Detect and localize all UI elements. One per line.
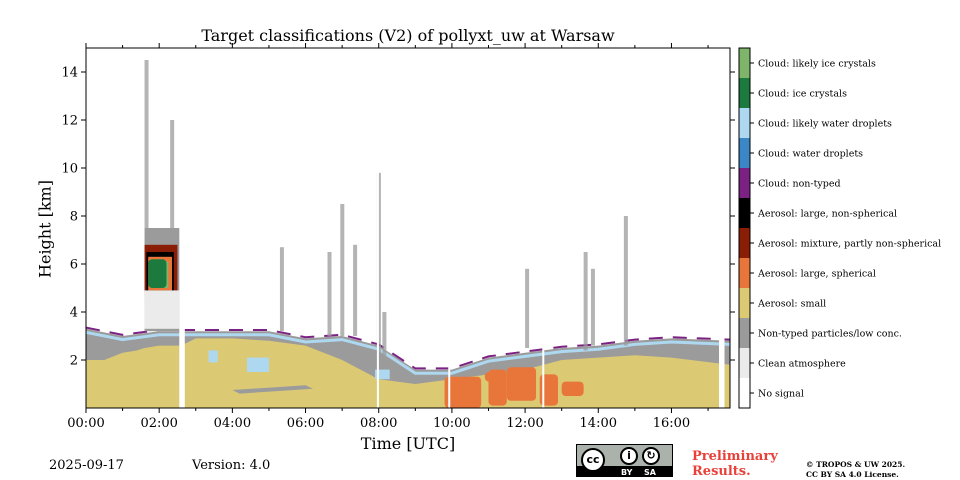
y-tick-label: 6: [70, 258, 78, 273]
preliminary-line-1: Preliminary: [692, 449, 778, 464]
legend-label: Cloud: likely water droplets: [758, 119, 892, 130]
no-signal-gap: [542, 48, 545, 408]
signal-streak: [170, 120, 175, 228]
copyright-notice: © TROPOS & UW 2025. CC BY SA 4.0 License…: [806, 460, 905, 480]
no-signal-gap: [376, 48, 379, 408]
x-tick-label: 16:00: [653, 416, 690, 431]
legend-label: Clean atmosphere: [758, 359, 846, 370]
copyright-line-1: © TROPOS & UW 2025.: [806, 460, 906, 469]
footer-date: 2025-09-17: [49, 458, 124, 473]
no-signal-gap: [719, 48, 725, 408]
legend: Cloud: likely ice crystals Cloud: ice cry…: [738, 47, 941, 409]
legend-label: Aerosol: small: [757, 299, 826, 310]
x-tick-label: 08:00: [360, 416, 397, 431]
boundary-layer-cloud-edge: [86, 330, 730, 375]
legend-frame: [738, 47, 751, 409]
signal-streak: [525, 268, 530, 348]
large-spherical-patch: [506, 367, 537, 401]
x-tick-label: 02:00: [140, 416, 177, 431]
grey-streak: [232, 385, 313, 394]
no-signal-gap: [179, 48, 185, 408]
plot-content: [86, 48, 730, 408]
legend-label: Aerosol: mixture, partly non-spherical: [757, 239, 941, 250]
signal-streak: [353, 244, 358, 336]
legend-swatch: [739, 138, 750, 168]
y-tick-label: 12: [61, 114, 78, 129]
low-cloud-patch: [208, 350, 218, 363]
legend-swatch: [739, 228, 750, 258]
legend-swatch: [739, 168, 750, 198]
preliminary-notice: Preliminary Results.: [692, 449, 778, 479]
legend-label: Cloud: ice crystals: [758, 89, 847, 100]
y-tick-label: 4: [70, 306, 78, 321]
ice-crystals-cloud: [148, 259, 167, 288]
plot-area: [86, 48, 730, 408]
copyright-line-2: CC BY SA 4.0 License.: [806, 470, 899, 479]
signal-streak: [279, 247, 284, 332]
large-spherical-patch: [561, 381, 584, 396]
legend-label: Non-typed particles/low conc.: [758, 329, 902, 340]
signal-streak: [340, 204, 345, 336]
legend-swatch: [739, 198, 750, 228]
footer-version: Version: 4.0: [192, 458, 271, 473]
x-tick-label: 06:00: [287, 416, 324, 431]
x-tick-label: 00:00: [67, 416, 104, 431]
x-tick-label: 04:00: [214, 416, 251, 431]
legend-swatch: [739, 318, 750, 348]
share-alike-icon: ↻: [642, 447, 660, 465]
chart-title: Target classifications (V2) of pollyxt_u…: [201, 26, 615, 45]
large-spherical-patch: [484, 372, 504, 382]
x-tick-label: 14:00: [580, 416, 617, 431]
boundary-layer-purple-cap: [86, 326, 730, 370]
legend-swatch: [739, 288, 750, 318]
elevated-clean: [144, 290, 180, 329]
legend-swatch: [739, 78, 750, 108]
y-tick-label: 14: [61, 66, 78, 81]
axes: 00:00 02:00 04:00 06:00 08:00 10:00 12:00 14:00…: [61, 43, 735, 431]
cc-sa-label: SA: [644, 468, 656, 477]
cc-logo-icon: cc: [581, 448, 605, 472]
large-spherical-patch: [444, 376, 482, 408]
legend-label: Cloud: likely ice crystals: [758, 59, 876, 70]
signal-streak: [590, 268, 595, 346]
x-tick-label: 12:00: [506, 416, 543, 431]
y-tick-label: 2: [70, 354, 78, 369]
signal-streak: [327, 252, 332, 336]
low-cloud-patch: [375, 369, 390, 380]
cc-license-badge: cc i ↻ BY SA: [576, 444, 673, 477]
x-tick-label: 10:00: [433, 416, 470, 431]
signal-streak: [623, 216, 628, 346]
no-signal-gap: [448, 48, 451, 408]
legend-label: No signal: [758, 389, 804, 400]
legend-label: Aerosol: large, spherical: [757, 269, 876, 280]
cc-badge-bar: [577, 466, 672, 476]
cc-by-label: BY: [621, 468, 633, 477]
legend-swatch: [739, 378, 750, 408]
legend-label: Cloud: non-typed: [758, 179, 841, 190]
y-tick-label: 10: [61, 162, 78, 177]
legend-swatch: [739, 108, 750, 138]
y-tick-label: 8: [70, 210, 78, 225]
legend-label: Aerosol: large, non-spherical: [757, 209, 897, 220]
legend-swatch: [739, 48, 750, 78]
signal-streak: [583, 252, 588, 351]
plot-frame: [85, 47, 731, 409]
legend-swatch: [739, 258, 750, 288]
x-axis-label: Time [UTC]: [360, 434, 456, 453]
y-axis-label: Height [km]: [35, 180, 55, 278]
legend-label: Cloud: water droplets: [758, 149, 863, 160]
legend-swatch: [739, 348, 750, 378]
signal-streak: [382, 312, 387, 363]
low-cloud-patch: [247, 357, 269, 372]
large-spherical-patch: [539, 374, 559, 406]
preliminary-line-2: Results.: [692, 464, 751, 479]
attribution-icon: i: [620, 447, 638, 465]
signal-streak: [144, 60, 149, 228]
